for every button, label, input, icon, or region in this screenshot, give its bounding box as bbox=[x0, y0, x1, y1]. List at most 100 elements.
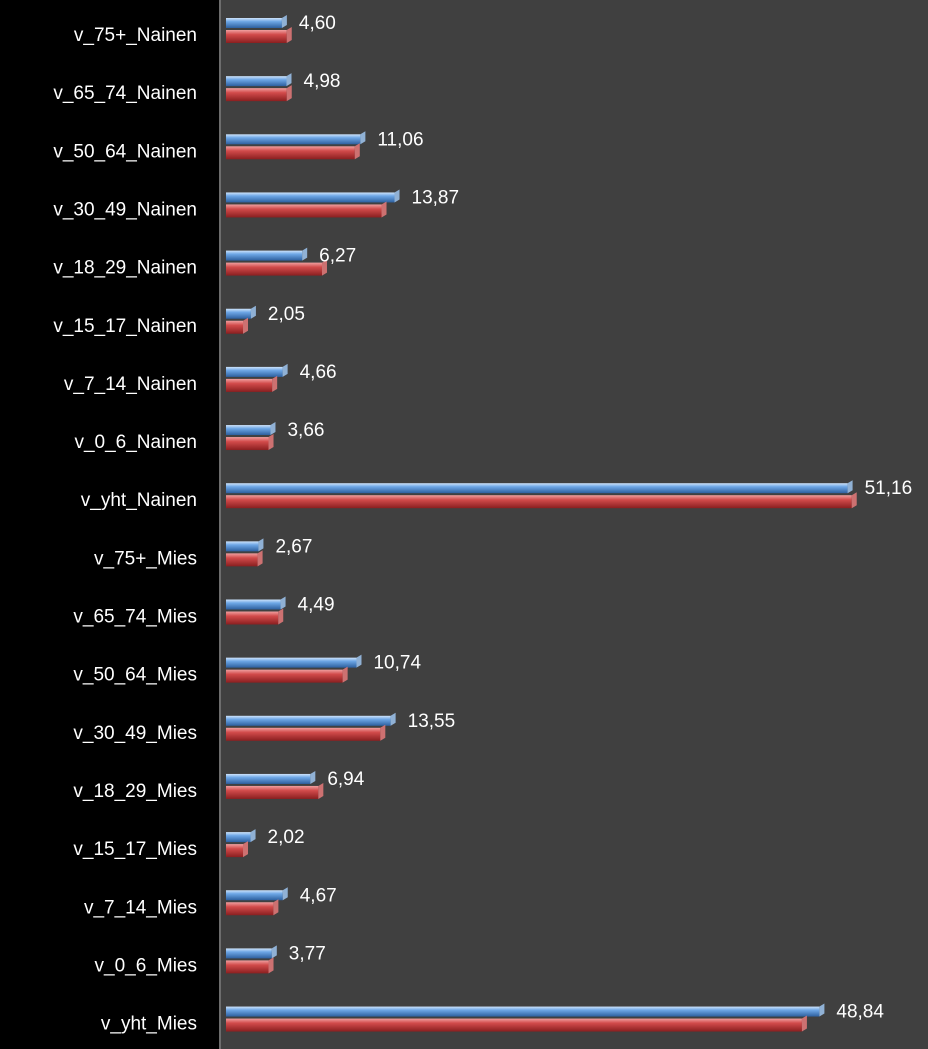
bar-body bbox=[226, 483, 848, 494]
bar-body bbox=[226, 611, 279, 625]
bar-body bbox=[226, 599, 281, 610]
bar-cap bbox=[273, 899, 279, 916]
bar-red-4 bbox=[226, 259, 327, 276]
bar-blue-13 bbox=[226, 770, 316, 784]
bar-blue-8 bbox=[226, 480, 853, 494]
bar-body bbox=[226, 785, 319, 799]
data-label: 6,94 bbox=[327, 769, 364, 790]
bar-blue-14 bbox=[226, 829, 256, 843]
bar-cap bbox=[282, 363, 288, 377]
bar-cap bbox=[321, 259, 327, 276]
category-label: v_75+_Nainen bbox=[74, 25, 197, 46]
category-label: v_0_6_Nainen bbox=[74, 432, 197, 453]
plot-area bbox=[219, 0, 928, 1049]
data-label: 4,66 bbox=[300, 362, 337, 383]
bar-body bbox=[226, 425, 271, 436]
bar-cap bbox=[394, 189, 400, 203]
bar-cap bbox=[390, 712, 396, 726]
bar-blue-11 bbox=[226, 654, 362, 668]
bar-cap bbox=[354, 143, 360, 160]
bar-cap bbox=[281, 15, 287, 28]
bar-cap bbox=[250, 829, 256, 843]
bar-red-12 bbox=[226, 724, 386, 741]
bar-cap bbox=[243, 841, 249, 858]
bar-red-1 bbox=[226, 85, 292, 102]
bar-red-2 bbox=[226, 143, 360, 160]
bar-red-5 bbox=[226, 317, 249, 334]
bar-body bbox=[226, 669, 343, 683]
bar-body bbox=[226, 832, 251, 843]
bar-body bbox=[226, 320, 244, 334]
bar-body bbox=[226, 262, 322, 276]
bar-body bbox=[226, 146, 355, 160]
data-label: 13,87 bbox=[412, 187, 460, 208]
bar-body bbox=[226, 902, 274, 916]
category-label: v_30_49_Mies bbox=[73, 723, 197, 744]
bar-red-3 bbox=[226, 201, 387, 218]
bar-body bbox=[226, 1006, 820, 1017]
bar-blue-10 bbox=[226, 596, 286, 610]
bar-body bbox=[226, 308, 251, 319]
labels-layer: v_75+_Nainen 4,60 v_65_74_Nainen 4,98 v_50_6… bbox=[53, 13, 912, 1035]
bar-blue-2 bbox=[226, 131, 366, 145]
bar-blue-5 bbox=[226, 305, 256, 319]
bar-blue-4 bbox=[226, 247, 308, 261]
bars-layer bbox=[226, 15, 857, 1032]
bar-red-6 bbox=[226, 375, 278, 392]
bar-body bbox=[226, 553, 258, 567]
category-label: v_yht_Nainen bbox=[81, 490, 197, 511]
category-label: v_15_17_Mies bbox=[73, 839, 197, 860]
category-label: v_7_14_Nainen bbox=[64, 374, 197, 395]
category-label: v_75+_Mies bbox=[94, 548, 197, 569]
bar-cap bbox=[286, 73, 292, 87]
bar-cap bbox=[381, 201, 387, 218]
category-label: v_yht_Mies bbox=[101, 1014, 197, 1035]
category-label: v_50_64_Nainen bbox=[53, 141, 197, 162]
bar-cap bbox=[819, 1003, 825, 1017]
bar-red-13 bbox=[226, 782, 324, 799]
bar-body bbox=[226, 250, 303, 261]
bar-body bbox=[226, 541, 259, 552]
bar-cap bbox=[286, 27, 292, 43]
bar-body bbox=[226, 30, 287, 43]
bar-cap bbox=[272, 375, 278, 392]
bar-body bbox=[226, 204, 382, 218]
bar-body bbox=[226, 715, 391, 726]
bar-blue-16 bbox=[226, 945, 277, 959]
bar-red-8 bbox=[226, 492, 857, 509]
data-label: 3,77 bbox=[289, 943, 326, 964]
bar-body bbox=[226, 844, 244, 858]
bar-red-9 bbox=[226, 550, 263, 567]
bar-cap bbox=[268, 957, 274, 974]
bar-body bbox=[226, 773, 311, 784]
category-label: v_18_29_Mies bbox=[73, 781, 197, 802]
bar-cap bbox=[851, 492, 857, 509]
category-label: v_0_6_Mies bbox=[95, 955, 197, 976]
bar-cap bbox=[282, 887, 288, 901]
bar-cap bbox=[258, 538, 264, 552]
bar-cap bbox=[268, 434, 274, 451]
bar-blue-6 bbox=[226, 363, 288, 377]
bar-body bbox=[226, 727, 381, 741]
bar-cap bbox=[286, 85, 292, 102]
bar-blue-7 bbox=[226, 422, 276, 436]
bar-body bbox=[226, 18, 282, 28]
bar-cap bbox=[318, 782, 324, 799]
data-label: 2,02 bbox=[268, 827, 305, 848]
bar-blue-1 bbox=[226, 73, 292, 87]
bar-body bbox=[226, 192, 395, 203]
data-label: 6,27 bbox=[319, 246, 356, 267]
bar-red-11 bbox=[226, 666, 348, 683]
data-label: 48,84 bbox=[836, 1002, 884, 1023]
bar-cap bbox=[271, 945, 277, 959]
data-label: 2,67 bbox=[275, 536, 312, 557]
bar-cap bbox=[310, 770, 316, 784]
bar-cap bbox=[278, 608, 284, 625]
bar-red-0 bbox=[226, 27, 292, 43]
category-label: v_50_64_Mies bbox=[73, 665, 197, 686]
category-label: v_30_49_Nainen bbox=[53, 199, 197, 220]
bar-cap bbox=[257, 550, 263, 567]
bar-body bbox=[226, 960, 269, 974]
bar-blue-0 bbox=[226, 15, 287, 28]
